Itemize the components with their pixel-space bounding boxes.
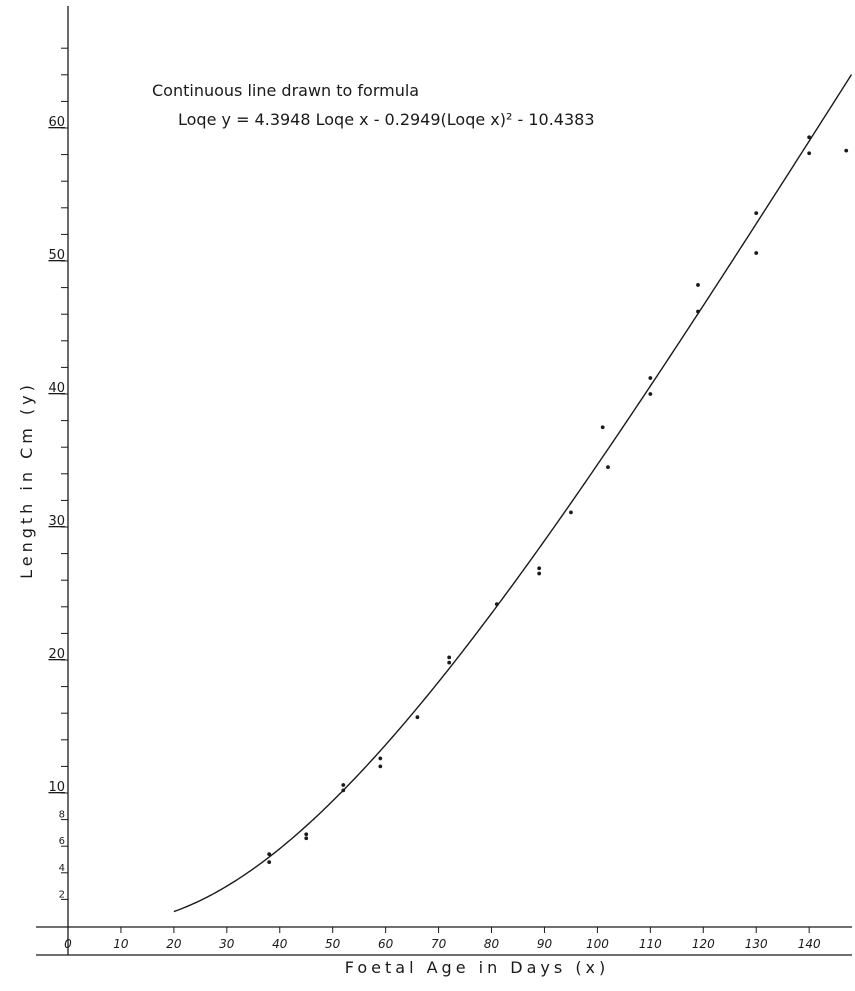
x-tick-label: 0 bbox=[64, 937, 72, 951]
data-point bbox=[447, 655, 452, 660]
data-point bbox=[304, 836, 309, 841]
data-point bbox=[267, 860, 272, 865]
y-tick-label: 6 bbox=[59, 836, 65, 847]
data-point bbox=[415, 715, 420, 720]
y-tick-label: 30 bbox=[48, 514, 65, 529]
data-point bbox=[648, 376, 653, 380]
y-tick-label: 2 bbox=[59, 889, 65, 900]
x-tick-label: 40 bbox=[272, 937, 288, 951]
data-point bbox=[844, 148, 849, 153]
x-tick-label: 10 bbox=[113, 937, 129, 951]
data-point bbox=[696, 283, 700, 287]
x-tick-label: 140 bbox=[798, 937, 821, 951]
data-point bbox=[447, 660, 452, 665]
y-tick-label: 8 bbox=[59, 810, 65, 821]
data-point bbox=[600, 425, 605, 430]
x-tick-label: 70 bbox=[431, 937, 447, 951]
data-point bbox=[378, 756, 383, 761]
y-tick-label: 50 bbox=[48, 248, 65, 263]
data-point bbox=[648, 392, 653, 396]
y-tick-label: 60 bbox=[48, 115, 65, 130]
x-tick-label: 130 bbox=[745, 937, 768, 951]
x-tick-label: 110 bbox=[639, 937, 662, 951]
x-tick-label: 50 bbox=[325, 937, 341, 951]
data-point bbox=[807, 135, 812, 140]
x-axis-label: Foetal Age in Days (x) bbox=[345, 958, 610, 977]
y-tick-label: 4 bbox=[59, 863, 65, 874]
data-point bbox=[696, 309, 700, 314]
data-point bbox=[754, 251, 759, 255]
axes bbox=[36, 6, 852, 956]
data-point bbox=[304, 832, 309, 837]
y-tick-label: 20 bbox=[48, 647, 65, 662]
data-point bbox=[341, 783, 346, 787]
fitted-curve bbox=[173, 74, 853, 913]
y-axis-label: Length in Cm (y) bbox=[17, 381, 36, 579]
x-tick-label: 60 bbox=[378, 937, 394, 951]
annotation-line-2: Loqe y = 4.3948 Loqe x - 0.2949(Loqe x)²… bbox=[178, 110, 595, 129]
data-point bbox=[537, 571, 542, 576]
x-tick-label: 100 bbox=[586, 937, 609, 951]
x-tick-label: 90 bbox=[537, 937, 553, 951]
data-point bbox=[537, 566, 542, 571]
data-point bbox=[807, 151, 812, 156]
tick-labels: 2 4 6 8 10 20 30 40 50 60 0 10 20 30 40 50 60 70 80 90 100 11… bbox=[48, 115, 821, 951]
x-tick-label: 120 bbox=[692, 937, 715, 951]
x-tick-label: 30 bbox=[219, 937, 235, 951]
data-point bbox=[494, 602, 499, 607]
data-point bbox=[341, 788, 346, 793]
data-points bbox=[267, 135, 849, 865]
data-point bbox=[378, 764, 383, 769]
y-tick-label: 10 bbox=[48, 780, 65, 795]
data-point bbox=[569, 510, 573, 515]
y-tick-label: 40 bbox=[48, 381, 65, 396]
data-point bbox=[267, 852, 272, 857]
x-tick-label: 80 bbox=[484, 937, 500, 951]
fitted-curve-layer bbox=[173, 74, 853, 913]
data-point bbox=[606, 465, 610, 470]
data-point bbox=[754, 211, 759, 216]
x-tick-label: 20 bbox=[166, 937, 182, 951]
annotation-line-1: Continuous line drawn to formula bbox=[152, 81, 419, 100]
